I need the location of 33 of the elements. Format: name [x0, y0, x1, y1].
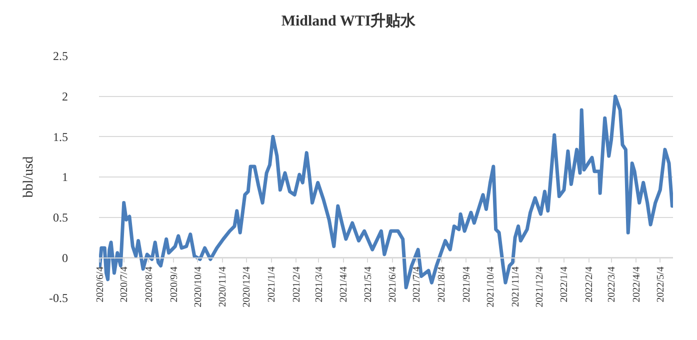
x-tick-label: 2021/7/4: [412, 266, 423, 302]
x-tick-label: 2021/3/4: [314, 266, 325, 302]
x-tick-label: 2021/9/4: [461, 266, 472, 302]
y-tick-label: 1: [62, 170, 68, 184]
x-tick-label: 2022/4/4: [631, 266, 642, 302]
x-tick-label: 2022/1/4: [559, 266, 570, 302]
x-tick-label: 2021/12/4: [534, 266, 546, 308]
x-tick-label: 2020/7/4: [119, 266, 130, 302]
x-tick-label: 2020/11/4: [218, 266, 229, 307]
x-tick-label: 2021/1/4: [266, 266, 278, 302]
x-tick-label: 2020/12/4: [242, 266, 253, 308]
y-tick-label: 0: [62, 250, 68, 265]
x-tick-label: 2021/8/4: [436, 266, 448, 302]
x-tick-label: 2021/2/4: [291, 266, 302, 302]
x-tick-label: 2021/11/4: [510, 266, 522, 307]
x-tick-label: 2022/5/4: [655, 266, 666, 302]
x-tick-label: 2021/4/4: [338, 266, 350, 302]
y-tick-label: -0.5: [49, 291, 68, 306]
x-tick-label: 2020/6/4: [95, 266, 106, 302]
y-axis-title: bbl/usd: [22, 156, 37, 198]
x-tick-label: 2022/3/4: [606, 266, 618, 302]
chart-title: Midland WTI升贴水: [281, 12, 417, 30]
y-tick-label: 2.5: [53, 49, 68, 64]
y-tick-label: 1.5: [53, 130, 68, 144]
x-tick-label: 2020/8/4: [144, 266, 155, 302]
y-tick-label: 0.5: [53, 210, 68, 225]
x-tick-label: 2020/9/4: [168, 266, 180, 302]
x-tick-label: 2021/10/4: [485, 266, 496, 308]
x-tick-label: 2021/5/4: [362, 266, 374, 302]
x-tick-label: 2020/10/4: [192, 266, 204, 308]
y-tick-label: 2: [62, 90, 68, 104]
x-tick-label: 2021/6/4: [388, 266, 399, 302]
x-tick-label: 2022/2/4: [584, 266, 596, 302]
